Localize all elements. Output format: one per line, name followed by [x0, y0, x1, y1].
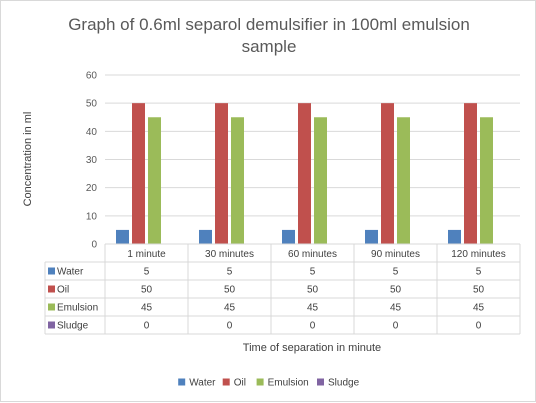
table-cell-emulsion-4: 45	[473, 303, 485, 314]
table-cell-sludge-0: 0	[144, 321, 150, 332]
table-series-label-emulsion: Emulsion	[57, 303, 98, 314]
bar-water-1	[199, 229, 212, 244]
legend-label-oil: Oil	[234, 378, 246, 389]
bar-water-2	[282, 229, 295, 244]
table-cell-sludge-4: 0	[476, 321, 482, 332]
y-axis-ticks: 0 10 20 30 40 50 60	[86, 71, 98, 251]
table-cell-water-0: 5	[144, 267, 150, 278]
legend-swatch-emulsion	[256, 378, 264, 386]
bar-water-3	[365, 229, 378, 244]
y-axis-title: Concentration in ml	[22, 112, 34, 207]
x-category-label-2: 60 minutes	[288, 249, 337, 260]
table-cell-water-1: 5	[227, 267, 233, 278]
table-cell-emulsion-0: 45	[141, 303, 153, 314]
y-tick-label-0: 0	[91, 240, 97, 251]
legend-swatch-sludge	[317, 378, 324, 386]
table-cell-sludge-2: 0	[310, 321, 316, 332]
x-category-label-0: 1 minute	[127, 249, 166, 260]
bar-emulsion-0	[148, 117, 161, 244]
bar-oil-0	[132, 103, 145, 245]
table-cell-sludge-3: 0	[393, 321, 399, 332]
bar-oil-3	[381, 103, 394, 245]
y-tick-label-6: 60	[86, 71, 98, 82]
table-cell-oil-2: 50	[307, 285, 319, 296]
table-cell-emulsion-2: 45	[307, 303, 319, 314]
table-series-label-oil: Oil	[57, 285, 69, 296]
bars	[116, 103, 493, 245]
y-tick-label-3: 30	[86, 155, 98, 166]
bar-oil-1	[215, 103, 228, 245]
x-category-label-3: 90 minutes	[371, 249, 420, 260]
legend-swatch-oil	[222, 378, 230, 386]
table-cell-water-2: 5	[310, 267, 316, 278]
bar-oil-2	[298, 103, 311, 245]
legend-label-sludge: Sludge	[328, 378, 360, 389]
table-key-emulsion	[48, 303, 55, 311]
data-table: 1 minute 30 minutes 60 minutes 90 minutes 12…	[44, 243, 521, 335]
gridlines	[105, 74, 520, 245]
chart-title-line-1: Graph of 0.6ml separol demulsifier in 10…	[68, 15, 470, 34]
table-cell-water-3: 5	[393, 267, 399, 278]
table-key-water	[48, 267, 55, 275]
table-cell-oil-4: 50	[473, 285, 485, 296]
x-axis-title: Time of separation in minute	[243, 342, 381, 354]
table-series-label-water: Water	[57, 267, 84, 278]
legend: Water Oil Emulsion Sludge	[178, 378, 360, 389]
table-cell-oil-1: 50	[224, 285, 236, 296]
y-tick-label-2: 20	[86, 183, 98, 194]
bar-water-0	[116, 229, 129, 244]
x-category-label-4: 120 minutes	[451, 249, 505, 260]
y-tick-label-1: 10	[86, 211, 98, 222]
y-tick-label-5: 50	[86, 99, 98, 110]
chart-title-line-2: sample	[242, 37, 297, 56]
table-series-label-sludge: Sludge	[57, 321, 89, 332]
bar-emulsion-1	[231, 117, 244, 244]
bar-emulsion-2	[314, 117, 327, 244]
table-cell-oil-0: 50	[141, 285, 153, 296]
legend-label-emulsion: Emulsion	[268, 378, 309, 389]
legend-label-water: Water	[189, 378, 216, 389]
table-key-oil	[48, 285, 55, 293]
bar-emulsion-4	[480, 117, 493, 244]
bar-water-4	[448, 229, 461, 244]
legend-swatch-water	[178, 378, 186, 386]
x-category-label-1: 30 minutes	[205, 249, 254, 260]
bar-emulsion-3	[397, 117, 410, 244]
y-tick-label-4: 40	[86, 127, 98, 138]
bar-oil-4	[464, 103, 477, 245]
table-cell-emulsion-3: 45	[390, 303, 402, 314]
table-key-sludge	[48, 321, 55, 329]
table-cell-emulsion-1: 45	[224, 303, 236, 314]
table-cell-oil-3: 50	[390, 285, 402, 296]
table-cell-water-4: 5	[476, 267, 482, 278]
table-cell-sludge-1: 0	[227, 321, 233, 332]
